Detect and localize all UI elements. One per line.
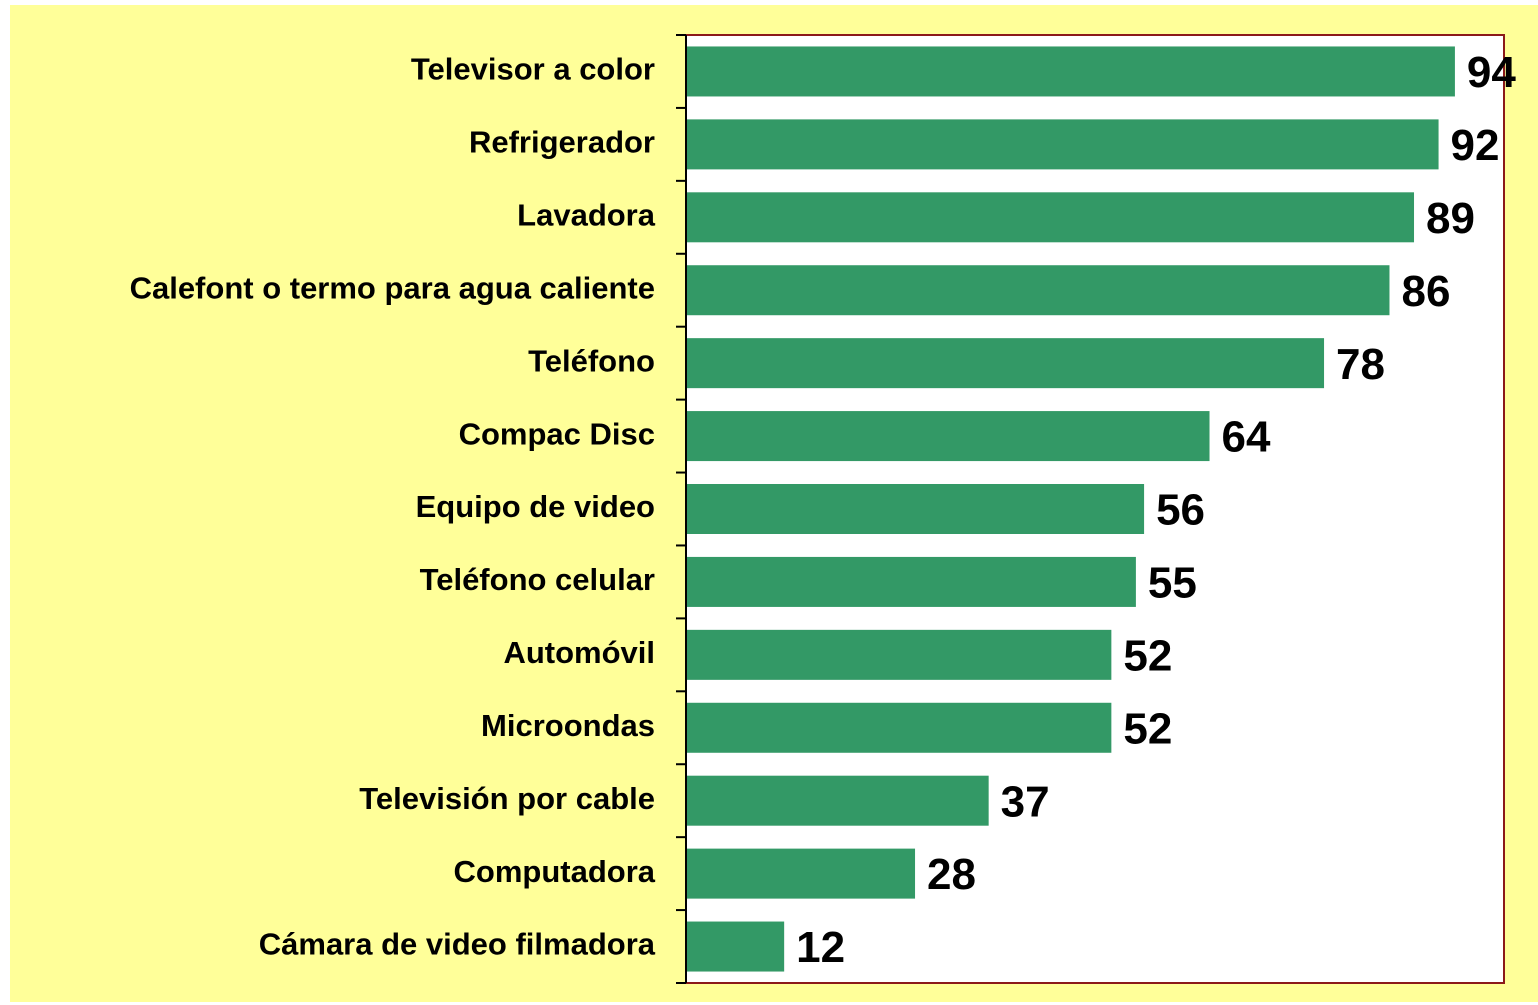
bar [686,192,1415,243]
bar [686,411,1210,462]
value-label: 94 [1467,48,1516,97]
bar [686,119,1439,170]
category-label: Televisión por cable [359,781,655,816]
category-label: Microondas [481,708,655,743]
value-label: 12 [796,923,845,972]
bar [686,702,1112,753]
category-label: Lavadora [517,197,656,232]
value-label: 55 [1148,559,1197,608]
value-label: 56 [1156,486,1205,535]
value-label: 28 [927,850,976,899]
value-label: 92 [1451,121,1500,170]
bar [686,556,1136,607]
value-label: 89 [1426,194,1475,243]
bar [686,775,989,826]
category-label: Computadora [454,854,656,889]
bar [686,921,785,972]
category-label: Teléfono [528,343,655,378]
category-label: Cámara de video filmadora [259,927,656,962]
value-label: 52 [1123,704,1172,753]
category-label: Refrigerador [469,125,655,160]
bar [686,338,1325,389]
bar [686,265,1390,316]
value-label: 37 [1001,777,1050,826]
category-label: Televisor a color [411,52,655,87]
category-label: Equipo de video [416,489,655,524]
category-label: Calefont o termo para agua caliente [130,270,655,305]
value-label: 64 [1222,413,1271,462]
value-label: 86 [1401,267,1450,316]
value-label: 52 [1123,631,1172,680]
bar [686,848,916,899]
category-label: Automóvil [503,635,655,670]
category-label: Teléfono celular [420,562,655,597]
bar [686,629,1112,680]
bar [686,46,1455,97]
bar [686,484,1145,534]
category-label: Compac Disc [459,416,655,451]
value-label: 78 [1336,340,1385,389]
